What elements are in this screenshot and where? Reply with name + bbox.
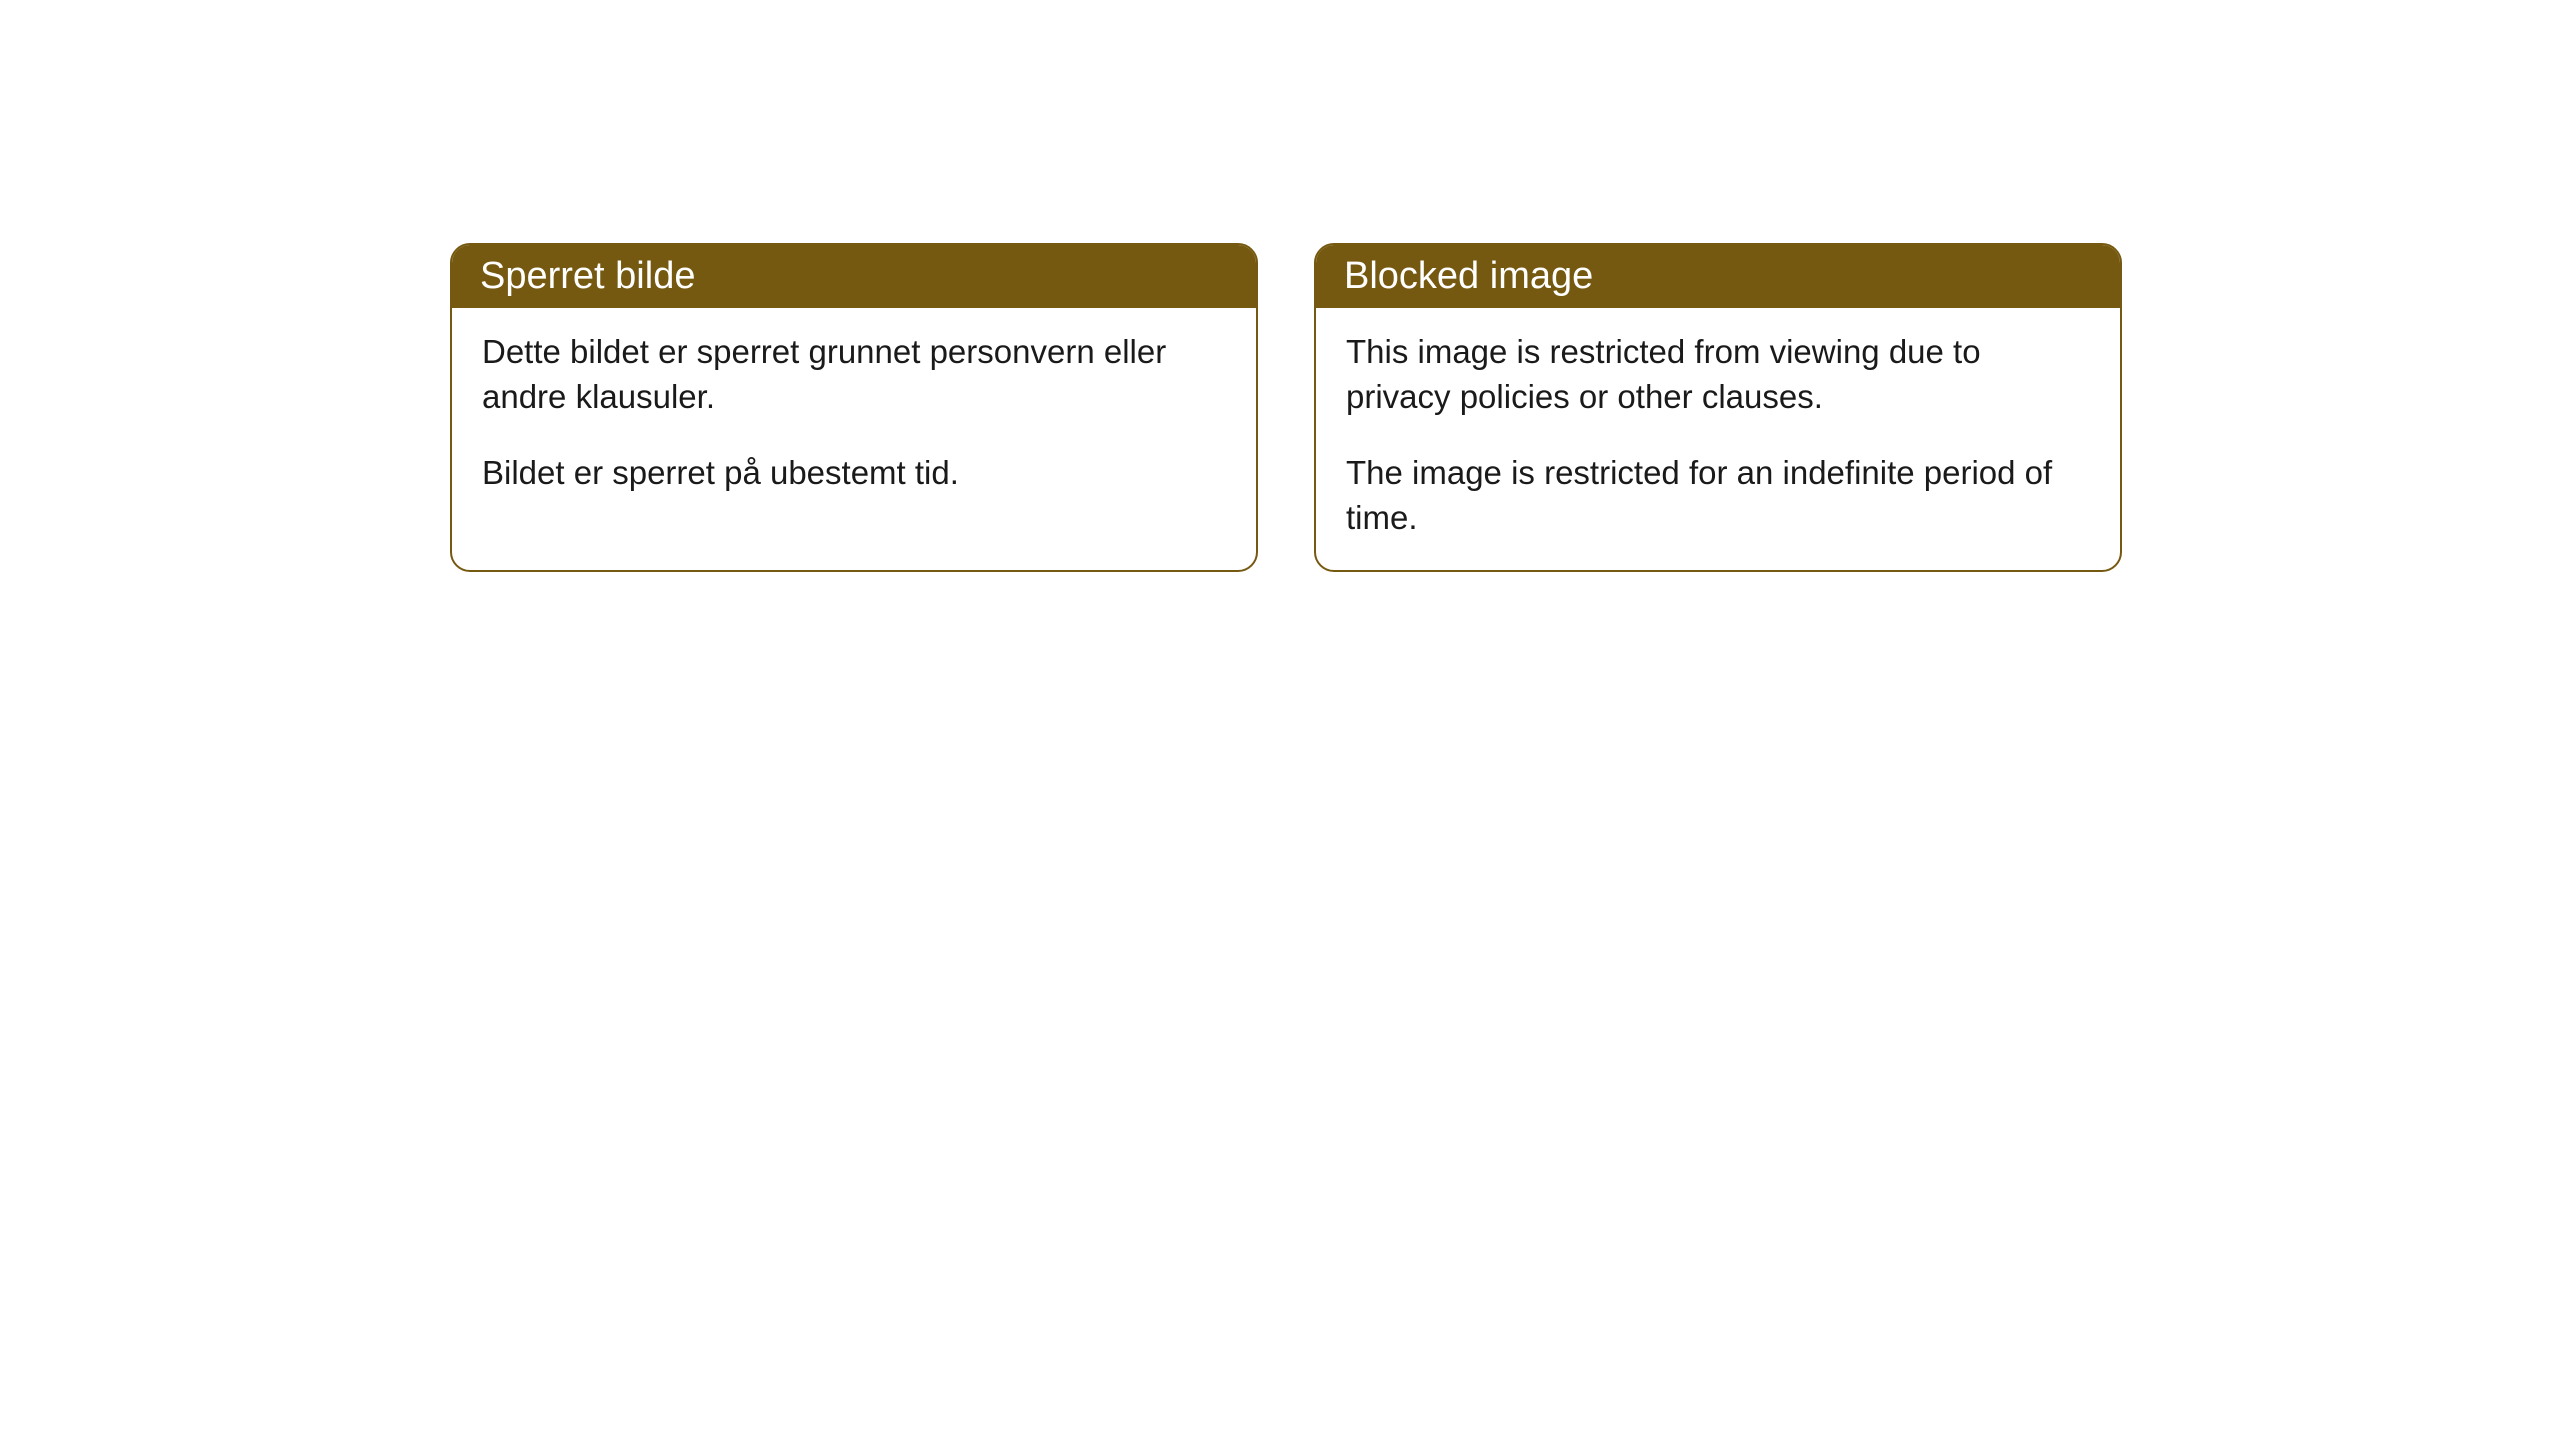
notice-body-norwegian: Dette bildet er sperret grunnet personve…: [452, 308, 1256, 526]
notice-paragraph: This image is restricted from viewing du…: [1346, 330, 2090, 419]
notice-header-english: Blocked image: [1316, 245, 2120, 308]
notice-body-english: This image is restricted from viewing du…: [1316, 308, 2120, 570]
notice-header-norwegian: Sperret bilde: [452, 245, 1256, 308]
notice-card-norwegian: Sperret bilde Dette bildet er sperret gr…: [450, 243, 1258, 572]
notice-paragraph: Bildet er sperret på ubestemt tid.: [482, 451, 1226, 496]
notice-container: Sperret bilde Dette bildet er sperret gr…: [0, 0, 2560, 572]
notice-paragraph: The image is restricted for an indefinit…: [1346, 451, 2090, 540]
notice-card-english: Blocked image This image is restricted f…: [1314, 243, 2122, 572]
notice-paragraph: Dette bildet er sperret grunnet personve…: [482, 330, 1226, 419]
